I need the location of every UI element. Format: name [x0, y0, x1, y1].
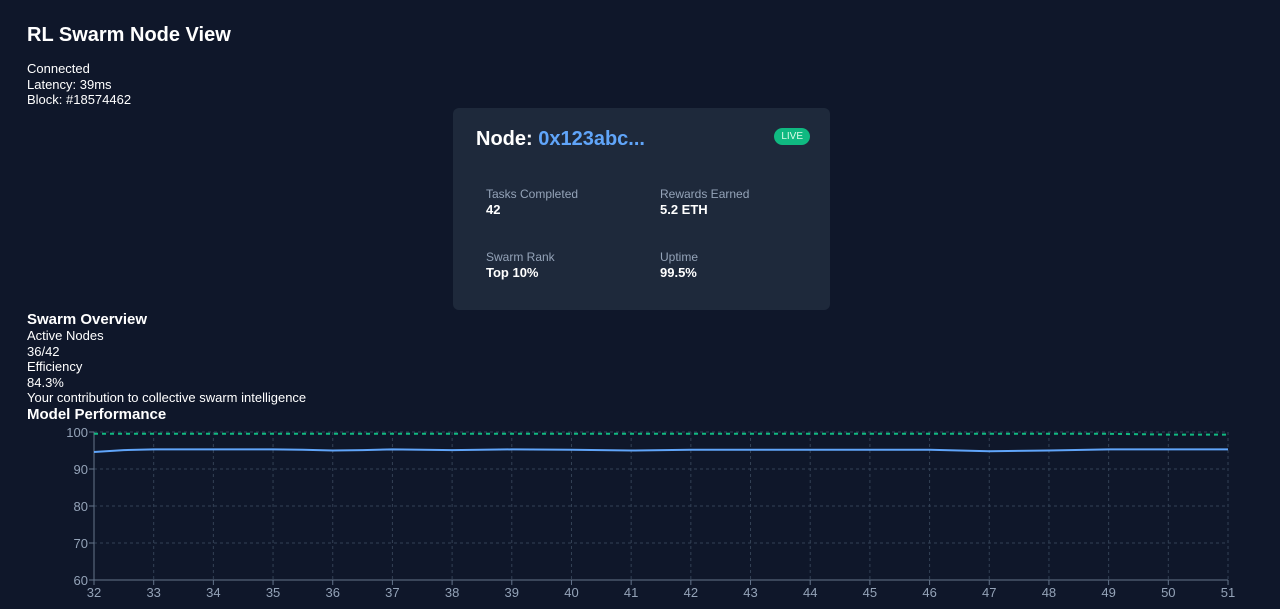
x-tick-label: 47 [982, 585, 996, 600]
swarm-overview-heading: Swarm Overview [27, 311, 148, 328]
stat-label: Rewards Earned [660, 187, 750, 201]
stat-value: 5.2 ETH [660, 202, 708, 217]
connection-status-panel: Connected Latency: 39ms Block: #18574462 [27, 61, 131, 108]
block-number: Block: #18574462 [27, 92, 132, 107]
x-tick-label: 43 [743, 585, 757, 600]
x-tick-label: 34 [206, 585, 220, 600]
x-tick-label: 45 [863, 585, 877, 600]
x-tick-label: 33 [146, 585, 160, 600]
live-status-badge: LIVE [774, 128, 810, 145]
y-tick-label: 100 [66, 425, 88, 440]
x-tick-label: 35 [266, 585, 280, 600]
efficiency-label: Efficiency [27, 359, 83, 374]
stat-value: 99.5% [660, 265, 697, 280]
node-id-link[interactable]: 0x123abc... [538, 128, 645, 150]
stat-rewards-earned: Rewards Earned 5.2 ETH [660, 187, 810, 218]
y-tick-label: 70 [74, 536, 88, 551]
x-tick-label: 42 [684, 585, 698, 600]
node-card: Node: 0x123abc... LIVE Tasks Completed 4… [453, 108, 830, 310]
stat-label: Swarm Rank [486, 250, 555, 264]
x-tick-label: 37 [385, 585, 399, 600]
stat-value: Top 10% [486, 265, 539, 280]
latency-readout: Latency: 39ms [27, 76, 112, 92]
node-title: Node: 0x123abc... [476, 128, 645, 151]
stat-uptime: Uptime 99.5% [660, 250, 810, 281]
contribution-text: Your contribution to collective swarm in… [27, 390, 307, 405]
performance-series-line [93, 448, 1228, 453]
stat-label: Tasks Completed [486, 187, 579, 201]
x-tick-label: 48 [1042, 585, 1056, 600]
x-tick-label: 50 [1161, 585, 1175, 600]
x-tick-label: 41 [624, 585, 638, 600]
x-tick-label: 40 [564, 585, 578, 600]
model-performance-heading: Model Performance [27, 406, 167, 423]
y-tick-label: 90 [74, 462, 88, 477]
page-title: RL Swarm Node View [27, 24, 231, 46]
stat-tasks-completed: Tasks Completed 42 [486, 187, 636, 218]
stat-value: 42 [486, 202, 501, 217]
x-tick-label: 36 [326, 585, 340, 600]
connection-status: Connected [27, 61, 90, 76]
x-tick-label: 32 [87, 585, 101, 600]
active-nodes-value: 36/42 [27, 343, 60, 359]
y-tick-label: 60 [74, 573, 88, 588]
swarm-overview-section: Swarm Overview Active Nodes 36/42 Effici… [27, 311, 306, 406]
x-tick-label: 39 [505, 585, 519, 600]
node-title-prefix: Node: [476, 128, 539, 150]
x-tick-label: 51 [1221, 585, 1235, 600]
x-tick-label: 44 [803, 585, 817, 600]
x-tick-label: 38 [445, 585, 459, 600]
target-series-line [94, 432, 1228, 436]
active-nodes-label: Active Nodes [27, 328, 104, 343]
x-tick-label: 49 [1101, 585, 1115, 600]
efficiency-value: 84.3% [27, 374, 64, 390]
model-performance-chart: 60 70 80 90 100 32 33 34 35 36 37 38 39 40 41 42 43 44 45 4… [66, 425, 1235, 600]
x-tick-label: 46 [922, 585, 936, 600]
y-tick-label: 80 [74, 499, 88, 514]
stat-label: Uptime [660, 250, 699, 264]
stat-swarm-rank: Swarm Rank Top 10% [486, 250, 636, 281]
